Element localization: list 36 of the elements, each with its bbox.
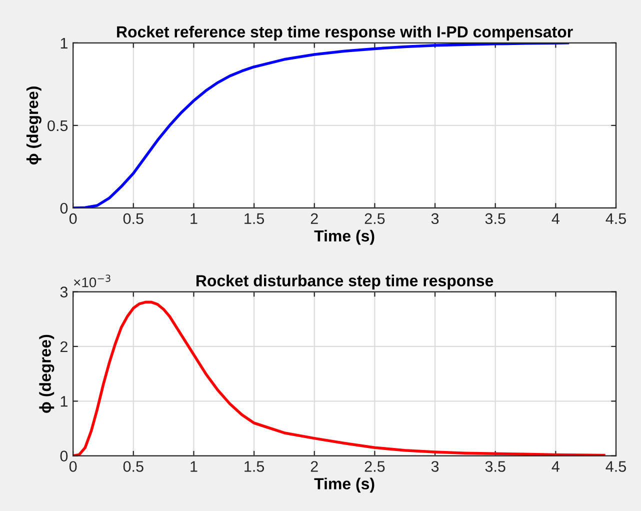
y-tick-label: 3: [60, 286, 68, 298]
y-tick-label: 1: [60, 38, 68, 48]
y-tick-label: 2: [60, 341, 68, 352]
x-tick-label: 1: [190, 461, 198, 472]
x-tick-label: 1.5: [244, 213, 264, 224]
x-tick-label: 0: [69, 213, 77, 224]
y-axis-title: ϕ (degree): [26, 86, 42, 165]
x-tick-label: 4.5: [606, 461, 626, 472]
x-tick-label: 1.5: [244, 461, 264, 472]
x-tick-label: 1: [190, 213, 198, 224]
x-tick-label: 3: [431, 461, 439, 472]
x-tick-label: 3: [431, 213, 439, 224]
x-tick-label: 2: [310, 461, 318, 472]
x-tick-label: 4: [552, 213, 560, 224]
x-tick-label: 2.5: [364, 461, 385, 472]
x-tick-label: 0.5: [123, 213, 144, 224]
x-tick-label: 3.5: [485, 461, 506, 472]
x-tick-label: 0: [69, 461, 77, 472]
x-tick-label: 3.5: [485, 213, 506, 224]
y-tick-label: 0: [60, 450, 68, 462]
x-tick-label: 0.5: [123, 461, 144, 472]
chart-title: Rocket reference step time response with I-PD compensator: [117, 26, 573, 41]
x-tick-label: 2.5: [364, 213, 385, 224]
y-axis-title: ϕ (degree): [39, 334, 54, 413]
line-series: [73, 42, 570, 208]
x-tick-label: 4: [552, 461, 560, 472]
y-tick-label: 0.5: [48, 120, 68, 132]
x-tick-label: 4.5: [606, 213, 626, 224]
chart-title: Rocket disturbance step time response: [196, 274, 494, 290]
x-axis-title: Time (s): [314, 230, 374, 245]
y-tick-label: 0: [60, 202, 68, 214]
line-series: [73, 300, 606, 456]
text: ×10$^{−3}$: [74, 274, 110, 288]
x-axis-title: Time (s): [314, 478, 374, 493]
x-tick-label: 2: [310, 213, 318, 224]
y-tick-label: 1: [60, 396, 68, 407]
